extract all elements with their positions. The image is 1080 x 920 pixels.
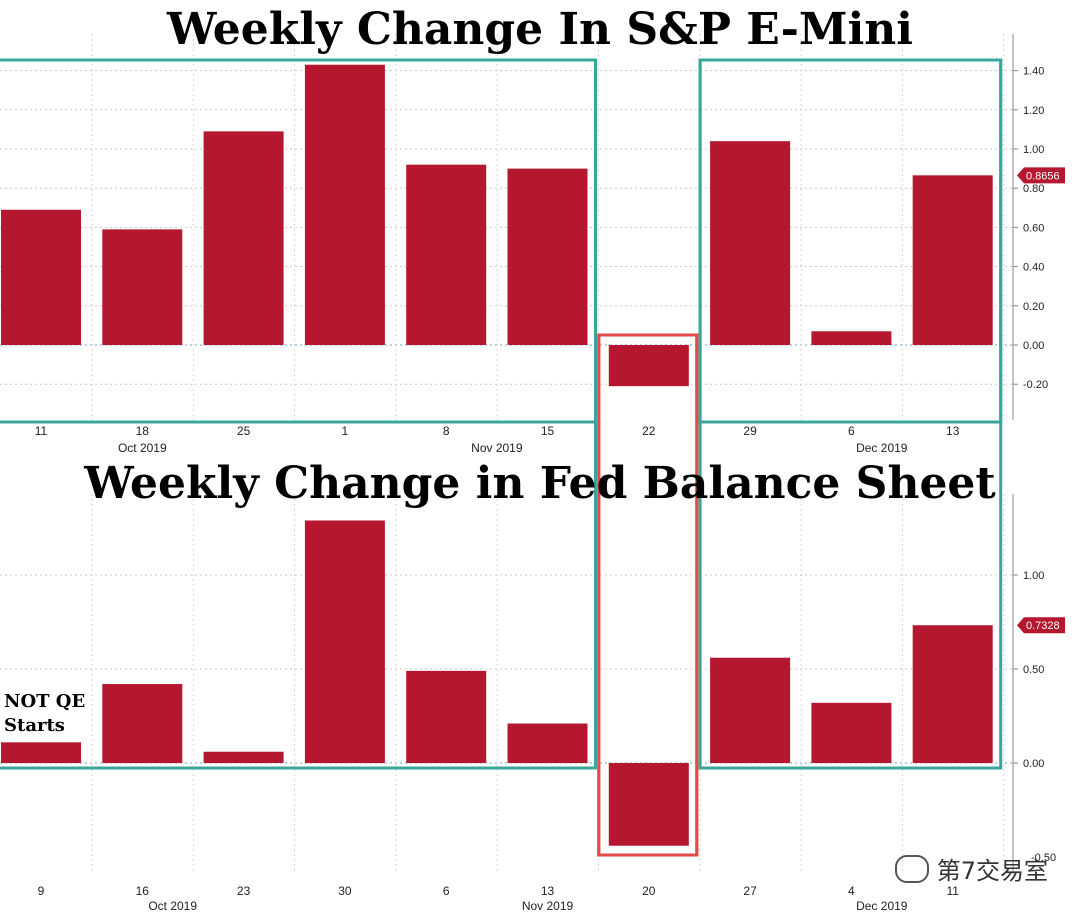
chart1-y-tick-label: 1.00 [1023, 144, 1044, 156]
chart1-x-tick-label: 25 [237, 424, 251, 438]
chart1-y-tick-label: 1.20 [1023, 105, 1044, 117]
chart1-bar [102, 229, 183, 345]
chart1-bar [406, 164, 487, 345]
chart2-bar [102, 684, 183, 763]
chart2-y-tick-label: 1.00 [1023, 570, 1044, 582]
chart2-bar [1, 742, 81, 763]
chart2-x-tick-label: 30 [338, 884, 352, 898]
chart1-y-tick-label: 0.00 [1023, 340, 1044, 352]
chart2-highlight-box [0, 58, 597, 770]
chart1-x-tick-label: 15 [541, 424, 555, 438]
chart1-bar [710, 141, 791, 345]
chart2-bar [406, 670, 487, 763]
chart1-bar [811, 331, 892, 345]
chart1-last-value-label: 0.8656 [1026, 170, 1060, 182]
chart1-y-tick-label: -0.20 [1023, 379, 1048, 391]
chart2-month-label: Oct 2019 [148, 899, 197, 913]
chart1-x-tick-label: 6 [848, 424, 855, 438]
chart1-x-tick-label: 22 [642, 424, 656, 438]
chart1-x-tick-label: 8 [443, 424, 450, 438]
chart1-y-tick-label: 0.20 [1023, 301, 1044, 313]
chart2-bar [507, 723, 588, 763]
chart2-x-tick-label: 6 [443, 884, 450, 898]
chart2-x-tick-label: 16 [136, 884, 150, 898]
chart1-month-label: Oct 2019 [118, 441, 167, 455]
chart2-x-tick-label: 13 [541, 884, 555, 898]
chart1-bar [304, 64, 385, 345]
chart2-month-label: Nov 2019 [522, 899, 574, 913]
wechat-icon [894, 854, 929, 883]
chart2-x-tick-label: 4 [848, 884, 855, 898]
chart2-x-tick-label: 27 [743, 884, 757, 898]
chart2-x-tick-label: 23 [237, 884, 251, 898]
chart2-bar [710, 657, 791, 763]
annotation-line-2: Starts [4, 715, 65, 736]
chart1-y-tick-label: 0.80 [1023, 183, 1044, 195]
chart1-x-tick-label: 29 [743, 424, 757, 438]
chart1-month-label: Nov 2019 [471, 441, 523, 455]
not-qe-annotation: NOT QE Starts [4, 690, 85, 738]
chart2-last-value-label: 0.7328 [1026, 620, 1060, 632]
chart2-bar [203, 751, 284, 763]
chart1-bar [1, 209, 81, 345]
top-chart-title: Weekly Change In S&P E-Mini [166, 4, 914, 55]
chart2-y-tick-label: 0.00 [1023, 758, 1044, 770]
watermark: 第7交易室 [894, 851, 1048, 886]
chart1-bar [203, 131, 284, 345]
chart1-highlight-box [0, 58, 597, 424]
chart1-last-value-tag [1017, 167, 1065, 184]
negative-week-highlight-box [597, 333, 699, 857]
chart1-bar [507, 168, 588, 345]
chart2-y-tick-label: -0.50 [1031, 852, 1056, 864]
bottom-chart-title: Weekly Change in Fed Balance Sheet [84, 458, 996, 509]
chart2-y-tick-label: 0.50 [1023, 664, 1044, 676]
chart1-y-tick-label: 0.60 [1023, 222, 1044, 234]
annotation-line-1: NOT QE [4, 691, 86, 712]
chart2-bar [608, 763, 689, 846]
chart1-month-label: Dec 2019 [856, 441, 908, 455]
chart2-bar [304, 520, 385, 763]
chart1-y-tick-label: 1.40 [1023, 66, 1044, 78]
chart1-y-tick-label: 0.40 [1023, 262, 1044, 274]
chart1-x-tick-label: 11 [35, 424, 48, 438]
watermark-text: 第7交易室 [936, 857, 1048, 885]
chart2-highlight-box [698, 58, 1003, 770]
chart2-x-tick-label: 9 [38, 884, 45, 898]
chart2-month-label: Dec 2019 [856, 899, 908, 913]
chart2-last-value-tag [1017, 617, 1065, 634]
chart2-bar [811, 702, 892, 763]
chart1-x-tick-label: 18 [136, 424, 150, 438]
chart1-x-tick-label: 13 [946, 424, 960, 438]
chart1-bar [912, 175, 993, 345]
chart2-x-tick-label: 20 [642, 884, 656, 898]
chart2-x-tick-label: 11 [946, 884, 959, 898]
chart2-bar [912, 625, 993, 763]
chart1-x-tick-label: 1 [342, 424, 349, 438]
chart1-bar [608, 345, 689, 387]
